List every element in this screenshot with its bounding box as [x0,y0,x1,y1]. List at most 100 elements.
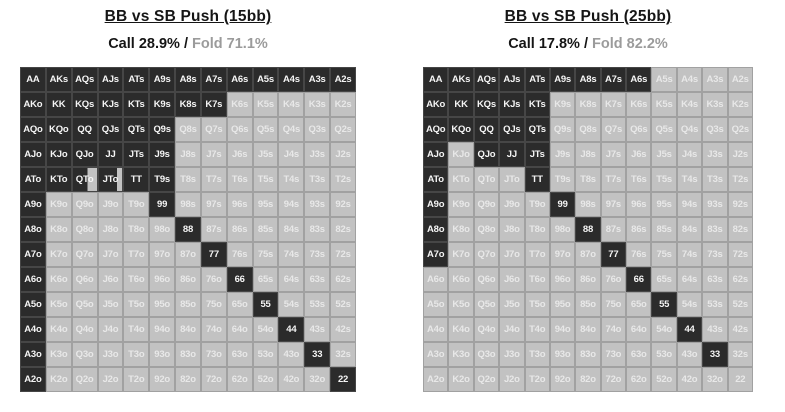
hand-cell-TT: TT [123,167,150,192]
subtitle-separator: / [179,36,193,52]
hand-cell-AJo: AJo [20,142,46,167]
chart-title-25bb: BB vs SB Push (25bb) [504,8,672,25]
hand-cell-Q3s: Q3s [702,117,728,142]
hand-cell-T4s: T4s [278,167,305,192]
hand-cell-K3o: K3o [448,342,474,367]
hand-cell-96o: 96o [549,267,576,292]
range-grid-15bb: AA AKs AQs AJs ATs A9s A8s A7s A6s A5s A4s A3s A2s AK… [20,67,356,392]
hand-cell-AKo: AKo [423,92,449,117]
hand-cell-99: 99 [149,192,176,217]
hand-cell-K6s: K6s [626,92,652,117]
hand-cell-J8s: J8s [575,142,601,167]
hand-cell-T2o: T2o [123,367,150,392]
hand-cell-T6s: T6s [626,167,652,192]
hand-cell-AA: AA [20,67,46,92]
hand-cell-QQ: QQ [473,117,500,142]
hand-cell-QTo: QTo [473,167,500,192]
hand-cell-T4o: T4o [524,317,550,342]
hand-cell-72o: 72o [200,367,227,392]
hand-cell-96s: 96s [226,192,253,217]
hand-cell-J8s: J8s [175,142,201,167]
hand-cell-T7s: T7s [200,167,227,192]
hand-cell-Q9s: Q9s [149,117,176,142]
hand-cell-A3s: A3s [304,67,331,92]
hand-cell-63o: 63o [626,342,652,367]
hand-cell-Q8o: Q8o [473,217,500,242]
hand-cell-22: 22 [727,367,753,392]
hand-cell-87o: 87o [175,242,201,267]
hand-cell-QTs: QTs [524,117,550,142]
hand-cell-K9o: K9o [45,192,72,217]
hand-cell-82s: 82s [330,217,356,242]
hand-cell-42o: 42o [676,367,703,392]
hand-cell-74s: 74s [278,242,305,267]
hand-cell-64o: 64o [626,317,652,342]
hand-cell-73o: 73o [600,342,627,367]
hand-cell-J4o: J4o [499,317,525,342]
hand-cell-Q8s: Q8s [575,117,601,142]
hand-cell-85s: 85s [651,217,677,242]
hand-cell-AQo: AQo [20,117,46,142]
hand-cell-94o: 94o [149,317,176,342]
hand-cell-76s: 76s [226,242,253,267]
hand-cell-A2s: A2s [330,67,356,92]
hand-cell-A3s: A3s [702,67,728,92]
hand-cell-K5o: K5o [448,292,474,317]
hand-cell-QJo: QJo [71,142,98,167]
hand-cell-T6o: T6o [123,267,150,292]
hand-cell-Q3s: Q3s [304,117,331,142]
hand-cell-K6o: K6o [45,267,72,292]
hand-cell-97o: 97o [549,242,576,267]
hand-cell-86o: 86o [575,267,601,292]
hand-cell-J5s: J5s [651,142,677,167]
hand-cell-33: 33 [304,342,331,367]
hand-cell-J2o: J2o [499,367,525,392]
hand-cell-98s: 98s [175,192,201,217]
hand-cell-JTo: JTo [97,167,124,192]
chart-15bb: BB vs SB Push (15bb) Call 28.9% / Fold 7… [20,0,356,412]
hand-cell-J3s: J3s [304,142,331,167]
hand-cell-94s: 94s [278,192,305,217]
hand-cell-55: 55 [252,292,279,317]
hand-cell-K9o: K9o [448,192,474,217]
hand-cell-65s: 65s [651,267,677,292]
hand-cell-82s: 82s [727,217,753,242]
hand-cell-Q5o: Q5o [71,292,98,317]
hand-cell-86s: 86s [226,217,253,242]
hand-cell-J7o: J7o [499,242,525,267]
hand-cell-72o: 72o [600,367,627,392]
hand-cell-75s: 75s [252,242,279,267]
subtitle-separator: / [579,36,593,52]
chart-title-15bb: BB vs SB Push (15bb) [104,8,272,25]
hand-cell-76o: 76o [200,267,227,292]
hand-cell-A6o: A6o [20,267,46,292]
call-percentage-label: Call 17.8% [508,36,580,52]
hand-cell-QJs: QJs [97,117,124,142]
hand-cell-32s: 32s [330,342,356,367]
hand-cell-TT: TT [524,167,550,192]
hand-cell-K5o: K5o [45,292,72,317]
hand-cell-32o: 32o [304,367,331,392]
hand-cell-T5o: T5o [524,292,550,317]
hand-cell-J9s: J9s [549,142,576,167]
hand-cell-J5o: J5o [97,292,124,317]
hand-cell-74o: 74o [600,317,627,342]
hand-cell-75s: 75s [651,242,677,267]
hand-cell-A7o: A7o [20,242,46,267]
hand-cell-KTs: KTs [524,92,550,117]
hand-cell-T8s: T8s [175,167,201,192]
hand-cell-T4o: T4o [123,317,150,342]
hand-cell-T2o: T2o [524,367,550,392]
hand-cell-AQs: AQs [473,67,500,92]
hand-cell-64s: 64s [676,267,703,292]
hand-cell-97s: 97s [600,192,627,217]
hand-cell-Q8s: Q8s [175,117,201,142]
hand-cell-A5s: A5s [252,67,279,92]
hand-cell-63o: 63o [226,342,253,367]
hand-cell-ATo: ATo [423,167,449,192]
hand-cell-52s: 52s [330,292,356,317]
hand-cell-99: 99 [549,192,576,217]
hand-cell-A4o: A4o [423,317,449,342]
hand-cell-J6s: J6s [626,142,652,167]
hand-cell-Q2s: Q2s [330,117,356,142]
